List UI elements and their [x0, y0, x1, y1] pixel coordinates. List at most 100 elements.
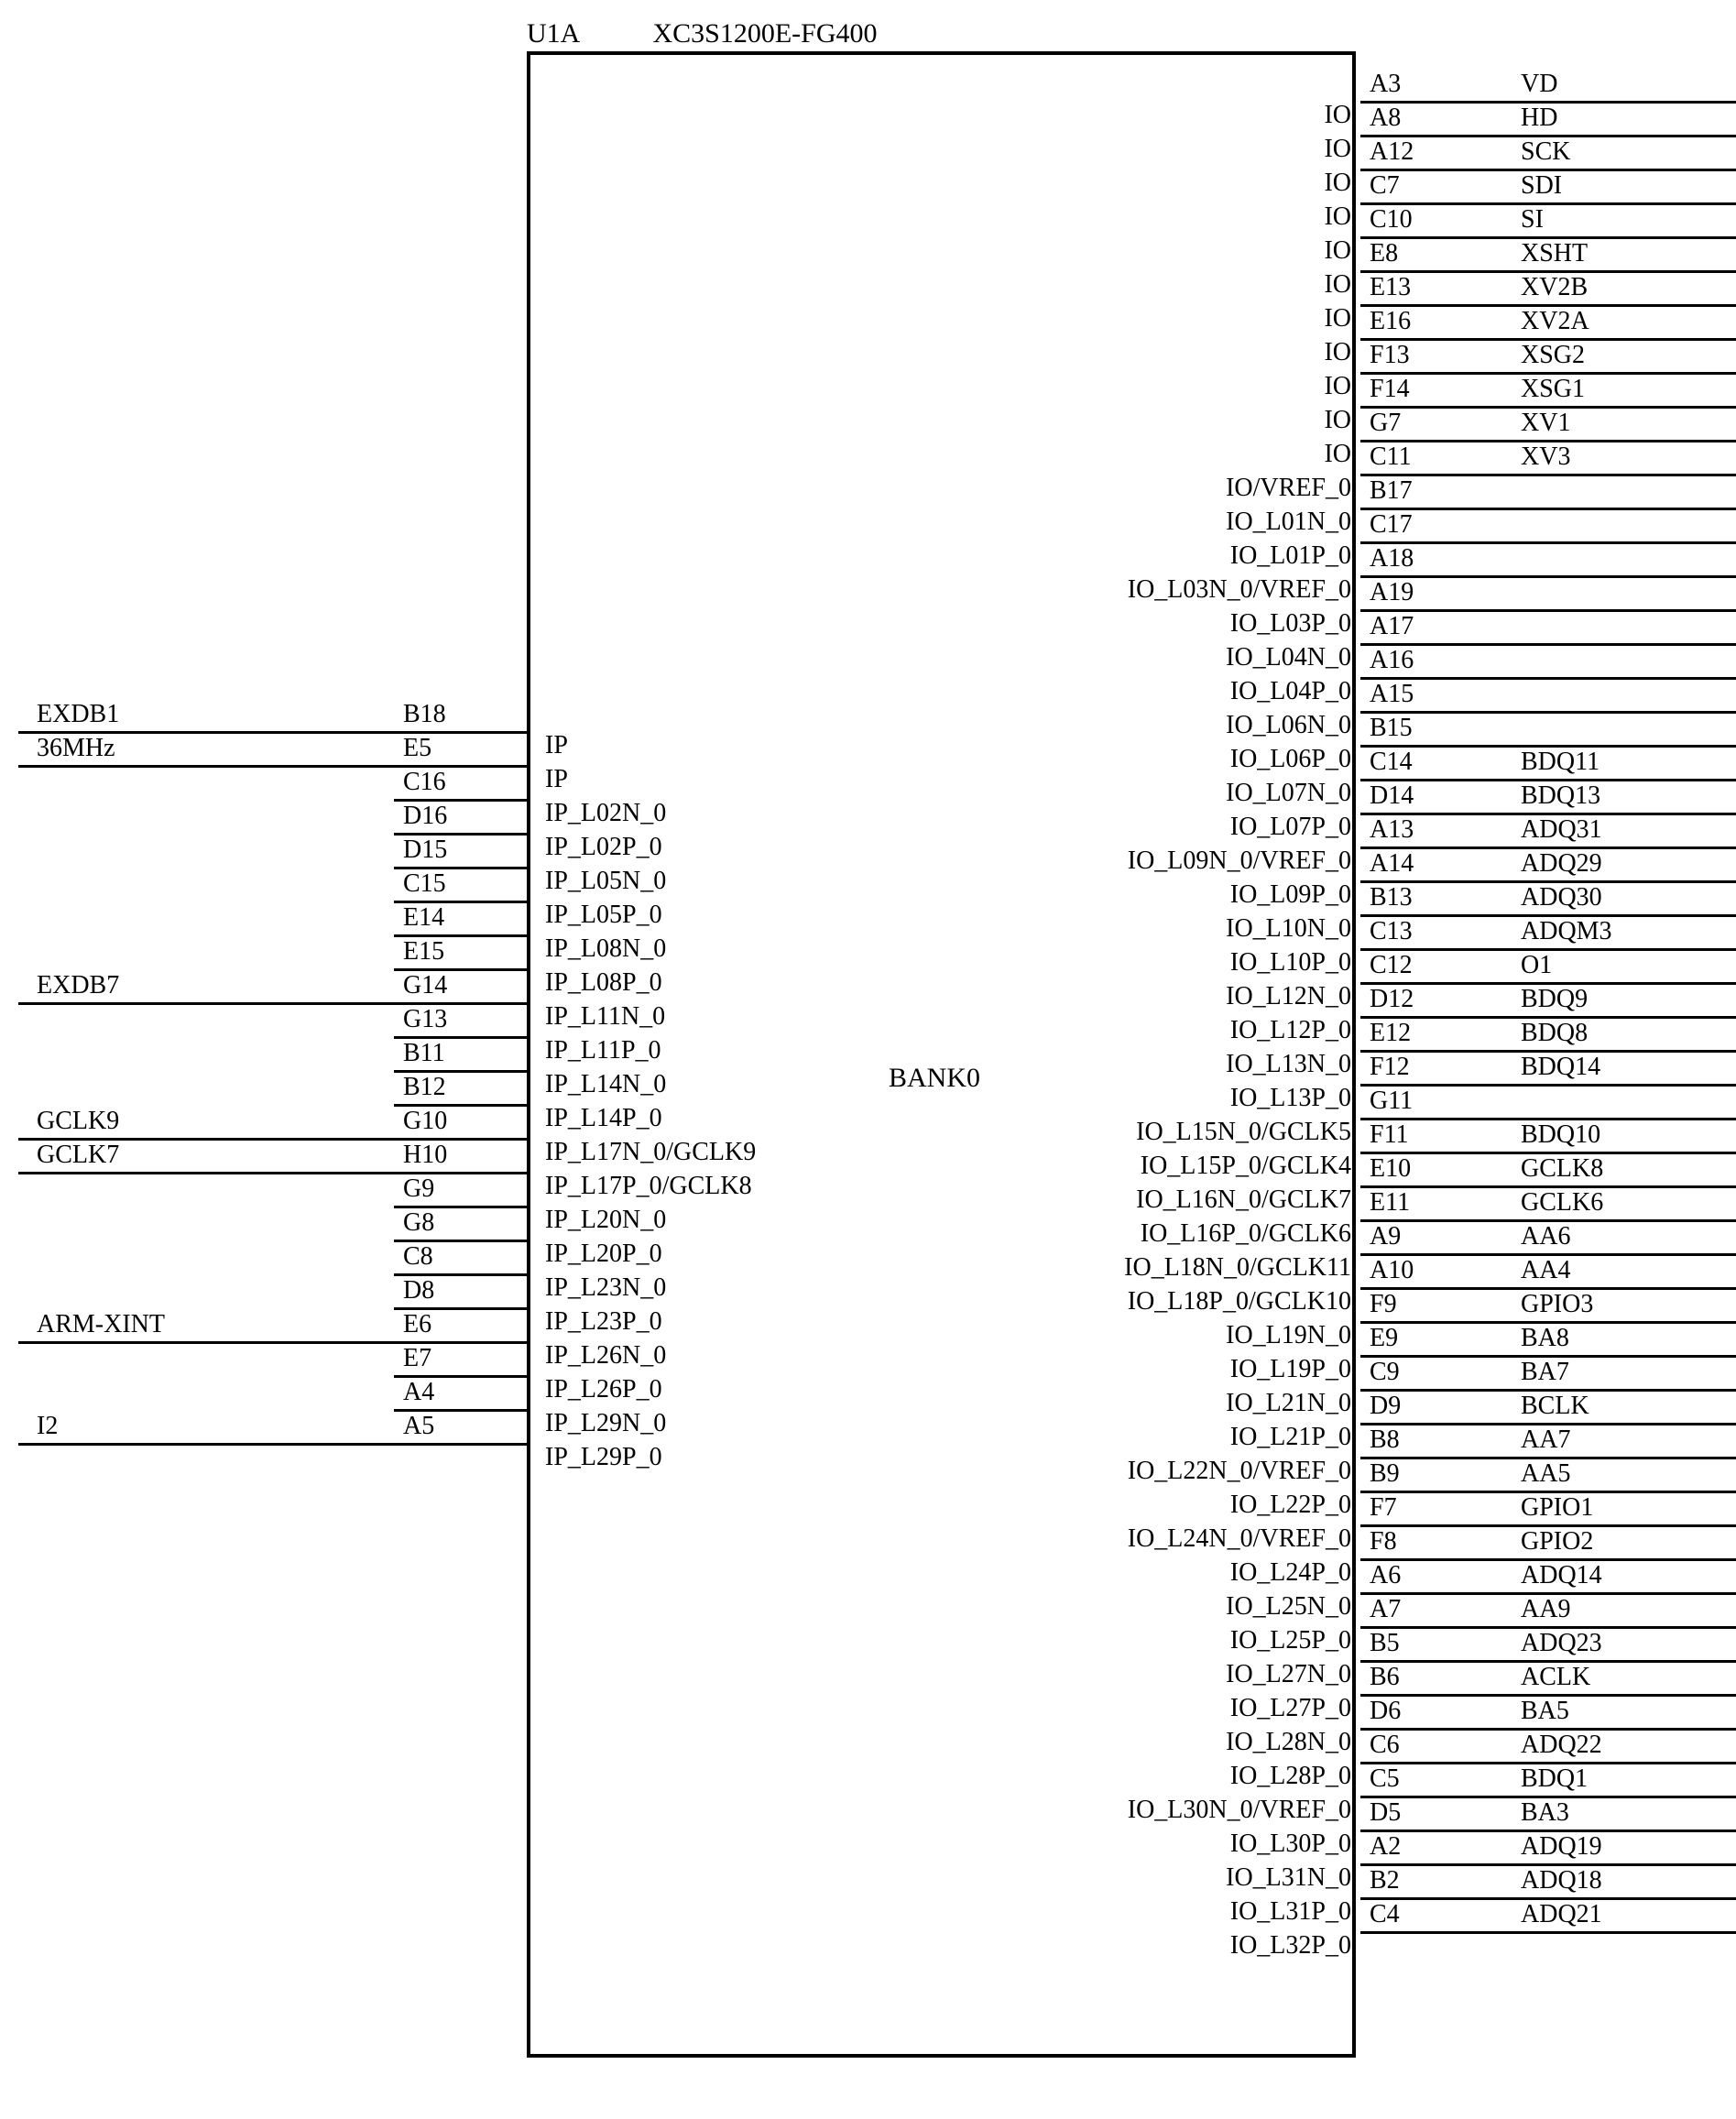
pin-net-label: BCLK [1521, 1392, 1704, 1421]
pin-internal-label: IO_L15P_0/GCLK4 [1021, 1152, 1351, 1181]
pin-number: A3 [1370, 70, 1443, 99]
pin-internal-label: IP_L08N_0 [545, 934, 820, 964]
pin-net-label: AA5 [1521, 1459, 1704, 1489]
pin-net-label: HD [1521, 104, 1704, 133]
pin-number: F9 [1370, 1290, 1443, 1319]
pin-net-label: ADQ31 [1521, 815, 1704, 845]
pin-row-left: IP_L14N_0B11 [18, 1070, 751, 1104]
pin-number: B8 [1370, 1425, 1443, 1455]
pin-net-label: XV3 [1521, 442, 1704, 472]
pin-internal-label: IO_L22N_0/VREF_0 [1021, 1457, 1351, 1486]
pin-internal-label: IO_L18N_0/GCLK11 [1021, 1253, 1351, 1283]
pin-internal-label: IO_L10P_0 [1021, 948, 1351, 978]
pin-number: D9 [1370, 1392, 1443, 1421]
pin-net-label: AA6 [1521, 1222, 1704, 1251]
pin-row-left: IP_L02P_0D16 [18, 833, 751, 867]
pin-number: B2 [1370, 1866, 1443, 1895]
pin-internal-label: IO_L27P_0 [1021, 1694, 1351, 1723]
pin-row-left: IP_L17P_0/GCLK8H10GCLK7 [18, 1172, 751, 1206]
pin-net-label: ADQ19 [1521, 1832, 1704, 1862]
pin-number: F8 [1370, 1527, 1443, 1556]
pin-internal-label: IP_L05P_0 [545, 901, 820, 930]
pin-net-label: XV2B [1521, 273, 1704, 302]
pin-internal-label: IO_L15N_0/GCLK5 [1021, 1118, 1351, 1147]
pin-internal-label: IP_L26P_0 [545, 1375, 820, 1404]
pin-internal-label: IO_L07P_0 [1021, 813, 1351, 842]
pin-internal-label: IP_L02N_0 [545, 799, 820, 828]
pin-number: A7 [1370, 1595, 1443, 1624]
pin-net-label: EXDB1 [37, 700, 220, 729]
pin-net-label: BDQ9 [1521, 985, 1704, 1014]
chip-part-number: XC3S1200E-FG400 [653, 18, 878, 49]
pin-number: G9 [403, 1174, 476, 1204]
pin-number: F11 [1370, 1120, 1443, 1150]
pin-net-label: BDQ14 [1521, 1053, 1704, 1082]
pin-internal-label: IO_L31N_0 [1021, 1863, 1351, 1893]
pin-row-left: IP_L11P_0G13 [18, 1036, 751, 1070]
pin-net-label: BA5 [1521, 1697, 1704, 1726]
pin-internal-label: IP_L20N_0 [545, 1206, 820, 1235]
pin-internal-label: IO_L01N_0 [1021, 508, 1351, 537]
pin-net-label: 36MHz [37, 734, 220, 763]
pin-internal-label: IO_L19N_0 [1021, 1321, 1351, 1350]
pin-internal-label: IO_L03P_0 [1021, 609, 1351, 639]
pin-number: A18 [1370, 544, 1443, 573]
pin-internal-label: IO_L09P_0 [1021, 880, 1351, 910]
pin-internal-label: IO [1021, 338, 1351, 367]
pin-number: B12 [403, 1073, 476, 1102]
pin-number: C14 [1370, 748, 1443, 777]
pin-net-label: BDQ1 [1521, 1764, 1704, 1794]
pin-net-label: AA4 [1521, 1256, 1704, 1285]
pin-number: A13 [1370, 815, 1443, 845]
pin-row-left: IP_L20N_0G9 [18, 1206, 751, 1240]
pin-internal-label: IO_L10N_0 [1021, 914, 1351, 944]
pin-net-label: BDQ11 [1521, 748, 1704, 777]
pin-net-label: SDI [1521, 171, 1704, 201]
pin-number: A12 [1370, 137, 1443, 167]
pin-internal-label: IO_L24N_0/VREF_0 [1021, 1524, 1351, 1554]
pin-internal-label: IO_L16N_0/GCLK7 [1021, 1185, 1351, 1215]
pin-net-label: GPIO3 [1521, 1290, 1704, 1319]
pin-number: D5 [1370, 1798, 1443, 1828]
pin-net-label: AA9 [1521, 1595, 1704, 1624]
pin-net-label: ADQ23 [1521, 1629, 1704, 1658]
pin-net-label: GCLK7 [37, 1141, 220, 1170]
pin-internal-label: IP_L14P_0 [545, 1104, 820, 1133]
pin-internal-label: IP [545, 765, 820, 794]
pin-number: E14 [403, 903, 476, 933]
pin-internal-label: IO_L03N_0/VREF_0 [1021, 575, 1351, 605]
pin-number: G7 [1370, 409, 1443, 438]
pin-net-label: BDQ10 [1521, 1120, 1704, 1150]
pin-net-label: ARM-XINT [37, 1310, 220, 1339]
pin-net-label: GPIO1 [1521, 1493, 1704, 1523]
pin-net-label: GCLK9 [37, 1107, 220, 1136]
pin-internal-label: IP [545, 731, 820, 760]
pin-number: E11 [1370, 1188, 1443, 1218]
pin-net-label: AA7 [1521, 1425, 1704, 1455]
pin-net-label: ADQ22 [1521, 1731, 1704, 1760]
pin-number: B15 [1370, 714, 1443, 743]
pin-number: C6 [1370, 1731, 1443, 1760]
pin-number: C4 [1370, 1900, 1443, 1929]
pin-net-label: GPIO2 [1521, 1527, 1704, 1556]
pin-net-label: ADQ30 [1521, 883, 1704, 912]
pin-internal-label: IO_L30N_0/VREF_0 [1021, 1796, 1351, 1825]
pin-number: E5 [403, 734, 476, 763]
pin-net-label: BA8 [1521, 1324, 1704, 1353]
pin-internal-label: IO [1021, 101, 1351, 130]
pin-number: G10 [403, 1107, 476, 1136]
pin-number: A4 [403, 1378, 476, 1407]
pin-number: C13 [1370, 917, 1443, 946]
pin-number: G11 [1370, 1087, 1443, 1116]
pin-row-right: IO_L32P_0C4ADQ21 [1026, 1931, 1736, 1965]
pin-internal-label: IO_L16P_0/GCLK6 [1021, 1219, 1351, 1249]
pin-internal-label: IO_L19P_0 [1021, 1355, 1351, 1384]
pin-internal-label: IP_L17P_0/GCLK8 [545, 1172, 820, 1201]
pin-number: A19 [1370, 578, 1443, 607]
chip-refdes: U1A [527, 18, 646, 49]
pin-internal-label: IO_L30P_0 [1021, 1830, 1351, 1859]
pin-internal-label: IO_L06P_0 [1021, 745, 1351, 774]
pin-internal-label: IO_L04P_0 [1021, 677, 1351, 706]
pin-row-left: IP_L29P_0A5I2 [18, 1443, 751, 1477]
pin-number: G8 [403, 1208, 476, 1238]
